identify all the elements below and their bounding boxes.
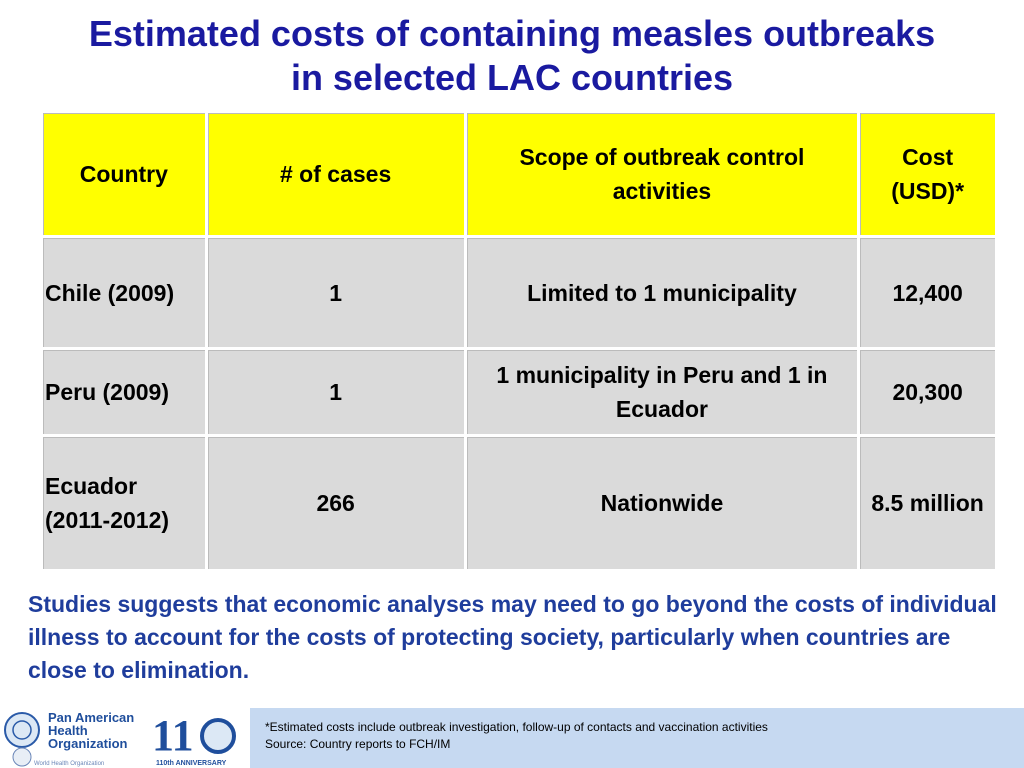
- cell: 12,400: [857, 235, 998, 350]
- cell: Peru (2009): [40, 347, 208, 437]
- cell: Ecuador (2011-2012): [40, 434, 208, 572]
- footnote: *Estimated costs include outbreak invest…: [265, 720, 768, 734]
- anniversary-text: 110th ANNIVERSARY: [156, 760, 227, 767]
- cell: Chile (2009): [40, 235, 208, 350]
- cell: 8.5 million: [857, 434, 998, 572]
- anniversary-zero: [200, 718, 236, 754]
- row: Ecuador (2011-2012) 266 Nationwide 8.5 m…: [40, 434, 998, 572]
- row: Chile (2009) 1 Limited to 1 municipality…: [40, 235, 998, 350]
- who-text: World Health Organization: [34, 761, 104, 767]
- logo-text: Pan American: [48, 710, 134, 725]
- summary-text: Studies suggests that economic analyses …: [28, 591, 997, 683]
- who-emblem: [12, 747, 32, 767]
- header-row: Country # of cases Scope of outbreak con…: [40, 110, 998, 238]
- header-cell: Country: [40, 110, 208, 238]
- cell: Limited to 1 municipality: [463, 235, 861, 350]
- header-cell: # of cases: [204, 110, 467, 238]
- cell: 266: [204, 434, 467, 572]
- cell: 1: [204, 235, 467, 350]
- anniversary-number: 11: [152, 711, 194, 760]
- cost-table: Country # of cases Scope of outbreak con…: [40, 110, 998, 572]
- logo-text: Health: [48, 723, 88, 738]
- footer-band: [250, 708, 1024, 768]
- cell: Nationwide: [463, 434, 861, 572]
- footnote: Source: Country reports to FCH/IM: [265, 737, 451, 751]
- title-line: in selected LAC countries: [290, 57, 734, 98]
- row: Peru (2009) 1 1 municipality in Peru and…: [40, 347, 998, 437]
- paho-emblem-inner: [12, 720, 32, 740]
- title-line: Estimated costs of containing measles ou…: [88, 13, 936, 54]
- paho-emblem: [4, 712, 40, 748]
- cell: 1: [204, 347, 467, 437]
- logos: Pan American Health Organization World H…: [4, 710, 236, 767]
- header-cell: Cost (USD)*: [857, 110, 998, 238]
- cell: 20,300: [857, 347, 998, 437]
- cell: 1 municipality in Peru and 1 in Ecuador: [463, 347, 861, 437]
- title: Estimated costs of containing measles ou…: [0, 12, 1024, 100]
- footnotes: *Estimated costs include outbreak invest…: [265, 719, 768, 753]
- logo-text: Organization: [48, 736, 128, 751]
- header-cell: Scope of outbreak control activities: [463, 110, 861, 238]
